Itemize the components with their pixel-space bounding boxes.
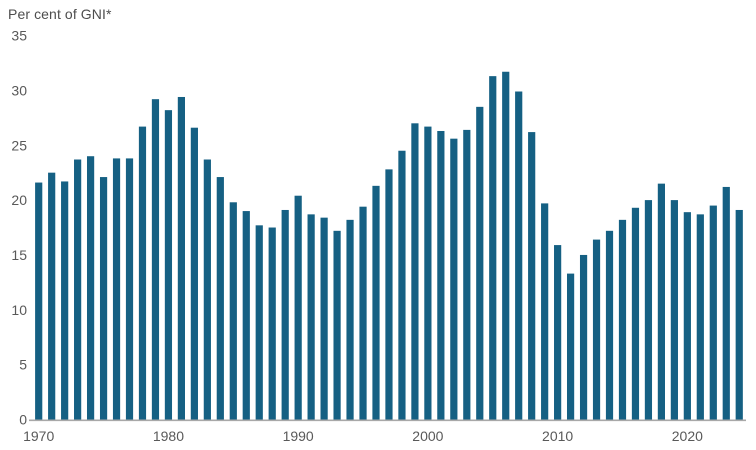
bar-2003 [463, 129, 471, 420]
x-tick-label-2000: 2000 [412, 428, 443, 444]
bar-1973 [74, 159, 82, 420]
bar-1991 [307, 214, 315, 420]
bar-1975 [99, 177, 108, 420]
bar-1997 [385, 169, 393, 420]
bar-2012 [579, 254, 588, 420]
bar-1976 [112, 158, 121, 420]
bar-1988 [268, 227, 276, 420]
bar-2022 [709, 205, 717, 420]
x-tick-label-1970: 1970 [23, 428, 54, 444]
bar-1987 [255, 225, 263, 420]
bar-2014 [605, 230, 614, 420]
bar-1984 [216, 177, 224, 420]
bar-1993 [333, 230, 341, 420]
bar-2004 [476, 106, 484, 420]
bar-1971 [48, 172, 56, 420]
bar-2000 [424, 126, 432, 420]
bar-1989 [281, 209, 289, 420]
x-tick-label-1990: 1990 [283, 428, 314, 444]
bar-2020 [683, 212, 691, 420]
bar-1980 [164, 110, 173, 420]
y-tick-label-30: 30 [11, 82, 27, 98]
bar-1982 [190, 127, 198, 420]
bar-2021 [696, 214, 704, 420]
bar-1998 [398, 150, 406, 420]
bar-2011 [566, 273, 575, 420]
bar-2001 [437, 130, 445, 420]
bar-2019 [670, 200, 678, 420]
y-tick-label-35: 35 [11, 28, 27, 44]
y-tick-label-5: 5 [19, 357, 27, 373]
bar-1985 [229, 202, 237, 420]
x-tick-label-2020: 2020 [672, 428, 703, 444]
chart-title: Per cent of GNI* [8, 6, 112, 22]
bar-2010 [554, 245, 562, 420]
bar-2018 [657, 183, 665, 420]
bar-2013 [592, 239, 601, 420]
bar-1995 [359, 206, 367, 420]
bar-1978 [138, 126, 147, 420]
bar-2009 [541, 203, 549, 420]
y-tick-label-20: 20 [11, 192, 27, 208]
y-tick-label-15: 15 [11, 247, 27, 263]
bar-2002 [450, 138, 458, 420]
bar-1990 [294, 195, 302, 420]
bar-1986 [242, 211, 250, 420]
bar-2006 [502, 71, 510, 420]
bar-1992 [320, 217, 328, 420]
bar-1999 [411, 123, 419, 420]
bar-2015 [618, 219, 627, 420]
bar-1979 [151, 99, 160, 420]
bar-1983 [203, 159, 211, 420]
x-tick-label-2010: 2010 [542, 428, 573, 444]
bar-2005 [489, 76, 497, 420]
bar-2008 [528, 132, 536, 420]
bar-2016 [631, 207, 640, 420]
y-tick-label-25: 25 [11, 137, 27, 153]
bar-1972 [61, 181, 69, 420]
bar-1974 [86, 156, 95, 420]
bar-1981 [177, 96, 185, 420]
x-tick-label-1980: 1980 [153, 428, 184, 444]
y-tick-label-10: 10 [11, 302, 27, 318]
bar-1977 [125, 158, 134, 420]
bar-1996 [372, 185, 380, 420]
bar-1970 [35, 182, 43, 420]
bar-2023 [722, 186, 730, 420]
bar-2024 [735, 209, 743, 420]
y-tick-label-0: 0 [19, 412, 27, 428]
bar-1994 [346, 219, 354, 420]
bar-2007 [515, 91, 523, 420]
bar-2017 [644, 200, 653, 420]
